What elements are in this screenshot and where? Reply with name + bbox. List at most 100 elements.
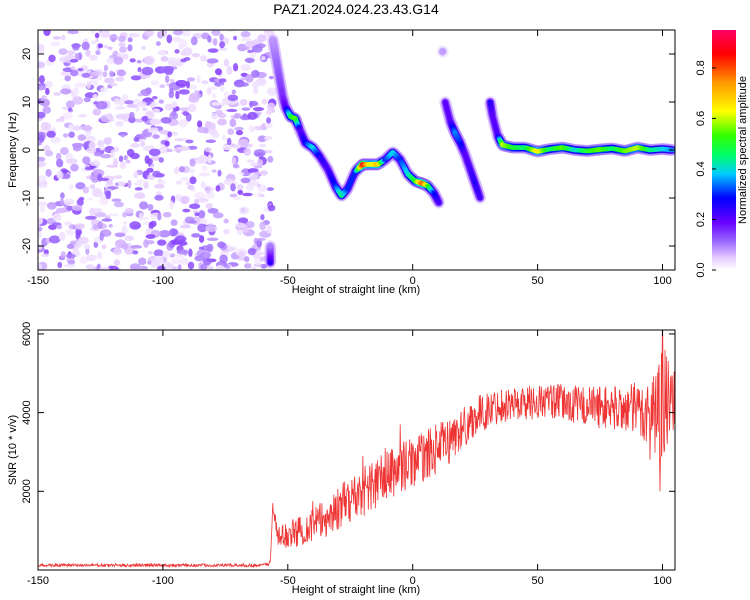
heatmap-noise-cell — [236, 229, 243, 236]
heatmap-noise-cell — [84, 129, 92, 138]
heatmap-noise-cell — [113, 146, 119, 153]
heatmap-noise-cell — [87, 197, 94, 201]
heatmap-noise-cell — [185, 139, 194, 144]
heatmap-noise-cell — [60, 88, 72, 95]
heatmap-noise-cell — [199, 218, 208, 224]
heatmap-noise-cell — [56, 224, 63, 230]
heatmap-noise-cell — [90, 174, 100, 183]
heatmap-noise-cell — [101, 218, 113, 222]
heatmap-noise-cell — [167, 263, 174, 268]
heatmap-noise-cell — [111, 198, 122, 203]
heatmap-noise-cell — [60, 147, 69, 155]
heatmap-noise-cell — [207, 154, 212, 164]
heatmap-noise-cell — [109, 70, 114, 78]
heatmap-noise-cell — [157, 179, 167, 185]
heatmap-noise-cell — [45, 169, 52, 177]
heatmap-noise-cell — [129, 221, 141, 230]
heatmap-noise-cell — [241, 225, 250, 233]
heatmap-noise-cell — [159, 84, 166, 89]
heatmap-noise-cell — [263, 135, 273, 141]
heatmap-noise-cell — [55, 207, 68, 214]
y-tick-label: 0 — [21, 147, 33, 153]
heatmap-noise-cell — [67, 107, 72, 112]
heatmap-noise-cell — [264, 122, 274, 129]
heatmap-noise-cell — [247, 111, 258, 120]
heatmap-noise-cell — [90, 219, 100, 227]
heatmap-noise-cell — [38, 180, 45, 188]
heatmap-noise-cell — [90, 208, 103, 213]
heatmap-noise-cell — [129, 58, 136, 63]
heatmap-noise-cell — [65, 100, 75, 109]
x-tick-label: 100 — [653, 575, 671, 587]
heatmap-noise-cell — [83, 96, 91, 103]
heatmap-noise-cell — [223, 228, 230, 235]
heatmap-noise-cell — [56, 170, 64, 180]
heatmap-noise-cell — [247, 248, 257, 256]
heatmap-noise-cell — [178, 38, 187, 48]
heatmap-noise-cell — [70, 163, 79, 172]
heatmap-noise-cell — [177, 264, 182, 270]
snr-series-layer — [38, 330, 675, 569]
heatmap-noise-cell — [219, 41, 226, 49]
x-tick-label: 0 — [410, 275, 416, 287]
heatmap-noise-cell — [267, 204, 276, 212]
heatmap-noise-cell — [99, 145, 105, 151]
heatmap-noise-cell — [81, 41, 90, 51]
heatmap-noise-cell — [101, 244, 107, 250]
heatmap-noise-cell — [267, 102, 276, 111]
heatmap-noise-cell — [231, 89, 237, 95]
heatmap-noise-cell — [60, 71, 71, 76]
heatmap-noise-cell — [82, 186, 89, 194]
heatmap-noise-cell — [106, 112, 113, 120]
heatmap-noise-cell — [238, 172, 245, 176]
heatmap-noise-cell — [105, 190, 112, 200]
heatmap-noise-cell — [218, 47, 228, 51]
x-tick-label: -150 — [27, 575, 49, 587]
heatmap-signal-layer — [264, 33, 675, 269]
heatmap-noise-cell — [201, 80, 209, 85]
heatmap-noise-cell — [196, 75, 201, 84]
y-tick-label: 4000 — [21, 400, 33, 424]
heatmap-noise-cell — [91, 71, 103, 77]
heatmap-noise-cell — [222, 134, 227, 142]
heatmap-noise-cell — [212, 38, 218, 46]
heatmap-noise-cell — [106, 57, 116, 65]
heatmap-noise-cell — [57, 261, 63, 269]
heatmap-noise-cell — [147, 260, 152, 265]
heatmap-noise-cell — [124, 208, 134, 214]
heatmap-noise-cell — [118, 42, 126, 47]
heatmap-noise-cell — [145, 234, 156, 240]
heatmap-noise-cell — [164, 75, 170, 83]
heatmap-noise-cell — [249, 127, 257, 131]
heatmap-noise-cell — [162, 250, 171, 259]
heatmap-noise-cell — [226, 137, 232, 146]
heatmap-noise-cell — [251, 69, 260, 78]
heatmap-noise-cell — [72, 96, 84, 105]
heatmap-noise-cell — [229, 193, 238, 198]
heatmap-noise-cell — [207, 35, 212, 43]
heatmap-noise-cell — [114, 200, 119, 208]
heatmap-noise-cell — [180, 195, 190, 205]
heatmap-noise-cell — [68, 184, 74, 190]
heatmap-noise-cell — [104, 229, 110, 236]
heatmap-noise-cell — [65, 253, 76, 259]
colorbar-gradient — [712, 30, 736, 270]
heatmap-noise-cell — [85, 254, 97, 262]
heatmap-noise-cell — [243, 256, 250, 263]
heatmap-noise-cell — [236, 184, 244, 191]
heatmap-noise-cell — [198, 210, 206, 219]
heatmap-noise-cell — [152, 96, 158, 100]
heatmap-noise-cell — [148, 148, 161, 157]
heatmap-noise-cell — [158, 99, 164, 104]
heatmap-noise-cell — [84, 215, 97, 220]
heatmap-noise-cell — [116, 69, 126, 77]
heatmap-noise-cell — [90, 184, 96, 190]
heatmap-noise-cell — [128, 33, 140, 38]
heatmap-noise-cell — [81, 72, 91, 78]
snr-plot-area — [38, 330, 675, 570]
heatmap-noise-cell — [89, 54, 98, 61]
heatmap-noise-cell — [43, 30, 51, 37]
heatmap-noise-cell — [261, 98, 268, 105]
